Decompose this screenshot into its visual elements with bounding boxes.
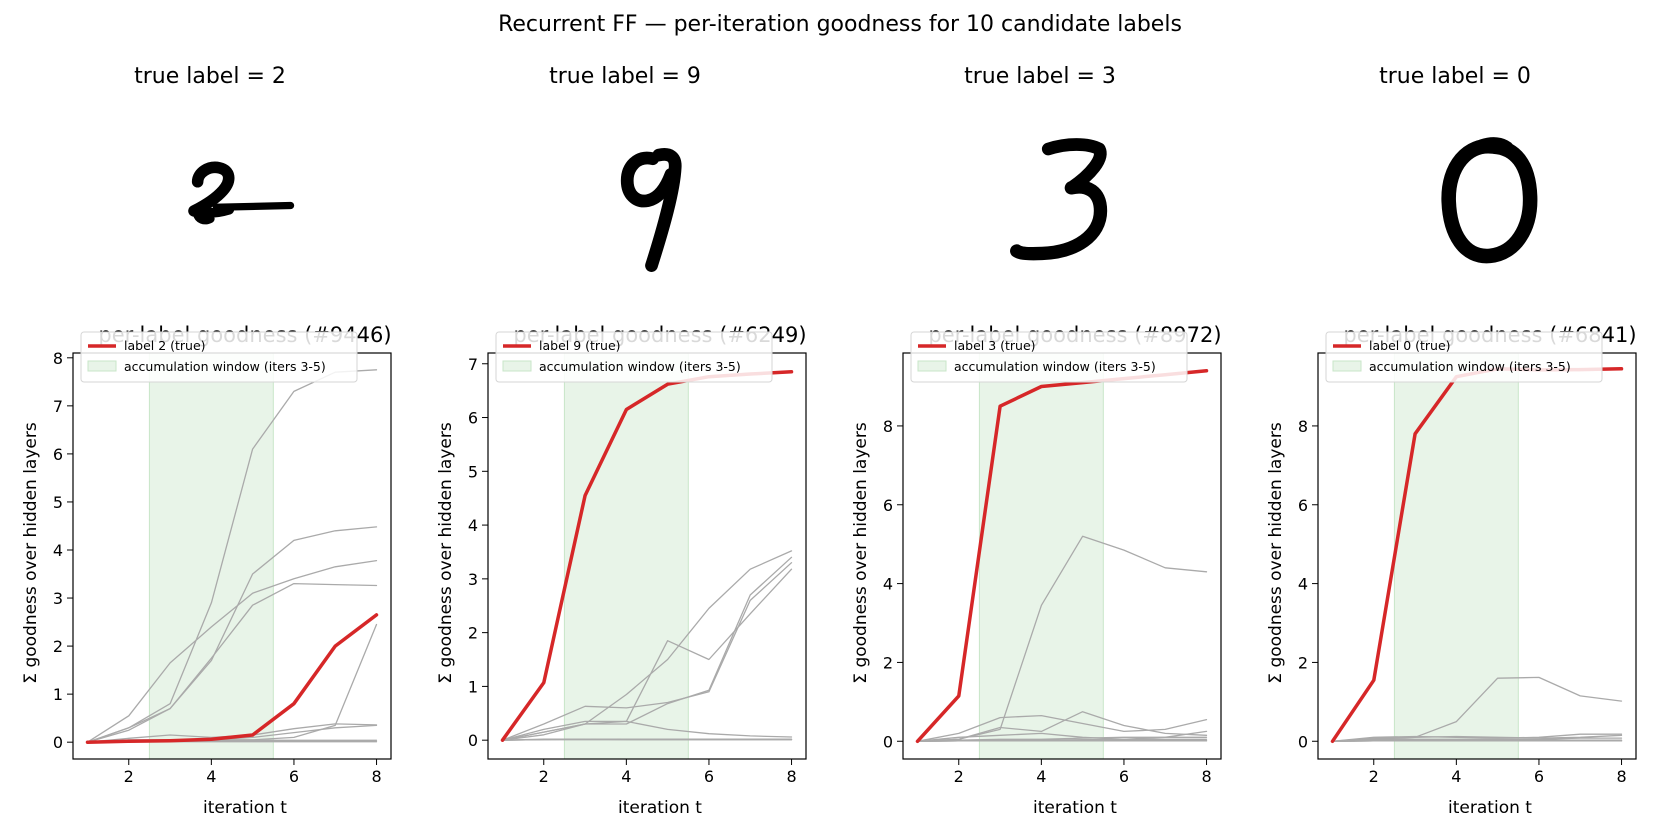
x-tick-label: 4: [621, 767, 631, 786]
x-tick-label: 6: [1119, 767, 1129, 786]
x-tick-label: 8: [786, 767, 796, 786]
other-label-line: [1331, 737, 1623, 742]
y-tick-label: 5: [53, 493, 63, 512]
other-label-line: [1331, 734, 1623, 742]
y-tick-label: 4: [1298, 575, 1308, 594]
y-tick-label: 2: [883, 653, 893, 672]
x-tick-label: 6: [704, 767, 714, 786]
x-tick-label: 2: [124, 767, 134, 786]
legend-window-label: accumulation window (iters 3-5): [1369, 359, 1571, 374]
y-tick-label: 4: [883, 575, 893, 594]
figure-title: Recurrent FF — per-iteration goodness fo…: [498, 12, 1182, 37]
other-label-line: [1331, 733, 1623, 742]
handwritten-digit-0-icon: [1441, 137, 1538, 264]
other-label-line: [86, 559, 378, 743]
handwritten-digit-3-icon: [1010, 138, 1108, 261]
y-tick-label: 3: [53, 589, 63, 608]
y-axis-label: Σ goodness over hidden layers: [436, 422, 456, 684]
y-tick-label: 8: [883, 417, 893, 436]
other-label-line: [501, 562, 793, 741]
y-tick-label: 2: [53, 637, 63, 656]
x-tick-label: 6: [289, 767, 299, 786]
other-label-line: [916, 714, 1208, 742]
y-tick-label: 8: [1298, 417, 1308, 436]
other-label-line: [86, 582, 378, 743]
y-tick-label: 6: [883, 496, 893, 515]
y-tick-label: 2: [468, 624, 478, 643]
y-tick-label: 0: [1298, 732, 1308, 751]
y-tick-label: 2: [1298, 653, 1308, 672]
x-tick-label: 6: [1534, 767, 1544, 786]
y-tick-label: 6: [1298, 496, 1308, 515]
x-axis-label: iteration t: [1033, 798, 1117, 818]
x-axis-label: iteration t: [203, 798, 287, 818]
y-axis-label: Σ goodness over hidden layers: [1266, 422, 1286, 684]
legend-window-label: accumulation window (iters 3-5): [539, 359, 741, 374]
x-tick-label: 8: [1616, 767, 1626, 786]
y-tick-label: 7: [53, 397, 63, 416]
other-label-line: [501, 738, 793, 741]
y-axis-label: Σ goodness over hidden layers: [851, 422, 871, 684]
legend-true-label: label 0 (true): [1369, 338, 1451, 353]
x-tick-label: 4: [1036, 767, 1046, 786]
other-label-line: [86, 526, 378, 743]
y-tick-label: 6: [53, 445, 63, 464]
y-tick-label: 1: [53, 685, 63, 704]
legend-true-label: label 3 (true): [954, 338, 1036, 353]
x-tick-label: 8: [371, 767, 381, 786]
y-tick-label: 8: [53, 349, 63, 368]
y-tick-label: 4: [53, 541, 63, 560]
legend: label 3 (true) accumulation window (iter…: [910, 331, 1188, 383]
digit-title: true label = 0: [1379, 64, 1531, 89]
handwritten-digit-2-icon: [188, 161, 295, 225]
accumulation-window: [148, 352, 274, 760]
legend-true-label: label 2 (true): [124, 338, 206, 353]
legend-true-label: label 9 (true): [539, 338, 621, 353]
y-tick-label: 0: [53, 733, 63, 752]
y-tick-label: 5: [468, 462, 478, 481]
x-axis-label: iteration t: [618, 798, 702, 818]
x-tick-label: 2: [954, 767, 964, 786]
digit-title: true label = 2: [134, 64, 286, 89]
y-tick-label: 1: [468, 677, 478, 696]
handwritten-digit-9-icon: [620, 148, 682, 272]
legend: label 2 (true) accumulation window (iter…: [80, 331, 358, 383]
x-tick-label: 2: [1369, 767, 1379, 786]
x-tick-label: 8: [1201, 767, 1211, 786]
y-tick-label: 0: [883, 732, 893, 751]
y-tick-label: 3: [468, 570, 478, 589]
legend-window-label: accumulation window (iters 3-5): [124, 359, 326, 374]
x-axis-label: iteration t: [1448, 798, 1532, 818]
digit-title: true label = 3: [964, 64, 1116, 89]
legend-window-label: accumulation window (iters 3-5): [954, 359, 1156, 374]
x-tick-label: 4: [206, 767, 216, 786]
digit-title: true label = 9: [549, 64, 701, 89]
y-tick-label: 0: [468, 731, 478, 750]
y-tick-label: 4: [468, 516, 478, 535]
other-label-line: [501, 720, 793, 741]
other-label-line: [501, 568, 793, 741]
accumulation-window: [978, 352, 1104, 760]
x-tick-label: 2: [539, 767, 549, 786]
accumulation-window: [563, 352, 689, 760]
y-axis-label: Σ goodness over hidden layers: [21, 422, 41, 684]
y-tick-label: 7: [468, 355, 478, 374]
x-tick-label: 4: [1451, 767, 1461, 786]
legend: label 0 (true) accumulation window (iter…: [1325, 331, 1603, 383]
legend: label 9 (true) accumulation window (iter…: [495, 331, 773, 383]
y-tick-label: 6: [468, 409, 478, 428]
true-label-line: [85, 613, 379, 744]
other-label-line: [501, 556, 793, 741]
accumulation-window: [1393, 352, 1519, 760]
